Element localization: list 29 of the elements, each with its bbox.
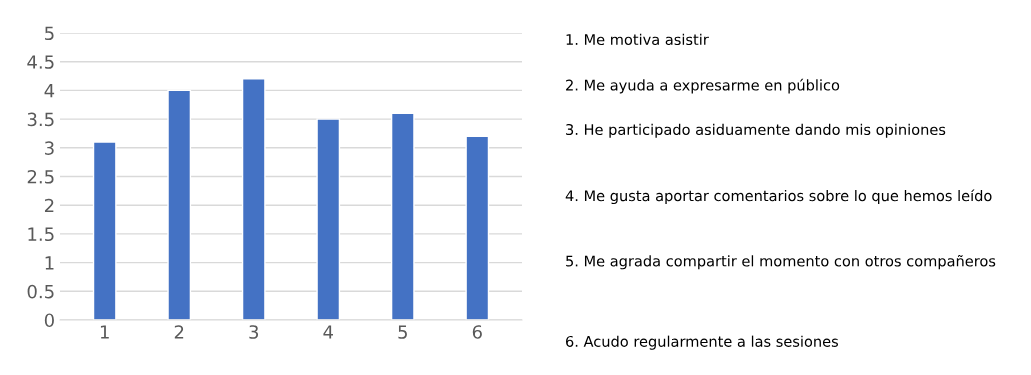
y-tick-label: 0.5	[27, 284, 54, 299]
x-tick-label: 1	[100, 325, 109, 339]
y-tick-label: 4	[44, 84, 55, 98]
text: 4. Me gusta aportar comentarios sobre lo que hemos leído	[565, 189, 992, 205]
bar	[92, 141, 117, 320]
bar	[390, 112, 415, 320]
y-tick-label: 3.5	[27, 112, 54, 127]
y-tick-label: 0	[44, 313, 54, 328]
text: 6. Acudo regularmente a las sesiones	[566, 335, 838, 350]
y-tick-label: 4.5	[27, 55, 54, 69]
x-tick-label: 6	[472, 325, 482, 339]
text: 3. He participado asiduamente dando mis opiniones	[566, 123, 946, 138]
y-tick-label: 1	[45, 256, 54, 270]
text: 1. Me motiva asistir	[566, 33, 709, 46]
y-tick-label: 5	[45, 26, 54, 41]
bar	[241, 78, 266, 320]
bar	[316, 118, 341, 320]
x-tick-label: 5	[398, 325, 407, 339]
text: 5. Me agrada compartir el momento con otros compañeros	[566, 255, 996, 270]
y-tick-label: 2	[44, 198, 54, 213]
y-tick-label: 2.5	[27, 169, 54, 184]
bar	[465, 135, 490, 320]
x-tick-label: 2	[174, 325, 184, 339]
y-tick-label: 1.5	[28, 227, 54, 242]
x-tick-label: 4	[323, 325, 333, 339]
text: 2. Me ayuda a expresarme en público	[566, 78, 840, 94]
bar	[167, 89, 192, 320]
x-tick-label: 3	[249, 325, 259, 339]
y-tick-label: 3	[45, 141, 54, 155]
